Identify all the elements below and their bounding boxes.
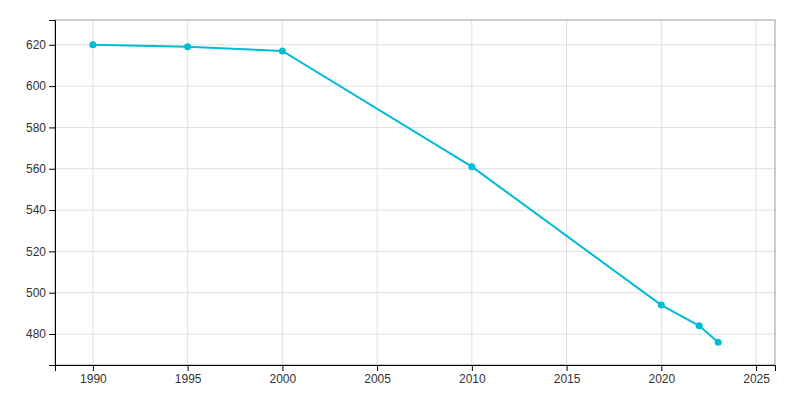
tick-label: 2010 — [459, 372, 486, 386]
grid-line — [566, 20, 567, 365]
tick-mark — [49, 334, 55, 335]
grid-line — [187, 20, 188, 365]
tick-label: 2025 — [743, 372, 770, 386]
tick-label: 1990 — [80, 372, 107, 386]
tick-label: 1995 — [175, 372, 202, 386]
grid — [55, 20, 775, 365]
tick-mark — [756, 365, 757, 371]
marks — [89, 41, 721, 345]
tick-mark — [93, 365, 94, 371]
tick-label: 560 — [26, 162, 46, 176]
tick-label: 620 — [26, 38, 46, 52]
tick-mark — [567, 365, 568, 371]
tick: 2015 — [554, 365, 581, 386]
grid-line — [55, 334, 775, 335]
tick-mark — [49, 169, 55, 170]
tick-mark — [661, 365, 662, 371]
tick-mark — [472, 365, 473, 371]
tick-mark — [282, 365, 283, 371]
point — [468, 163, 475, 170]
axis-line — [56, 366, 776, 372]
tick-mark — [49, 210, 55, 211]
tick: 1995 — [175, 365, 202, 386]
grid-line — [282, 20, 283, 365]
tick: 2020 — [648, 365, 675, 386]
grid-line — [55, 127, 775, 128]
grid-line — [471, 20, 472, 365]
grid-line — [55, 292, 775, 293]
tick-mark — [188, 365, 189, 371]
line — [93, 45, 718, 342]
chart: 1990 1995 2000 2005 2010 2015 2020 2025 480 500 52… — [0, 0, 800, 400]
grid-line — [377, 20, 378, 365]
tick: 580 — [26, 121, 55, 135]
tick: 540 — [26, 203, 55, 217]
tick-label: 2000 — [270, 372, 297, 386]
grid-line — [55, 86, 775, 87]
tick-label: 580 — [26, 121, 46, 135]
tick: 500 — [26, 286, 55, 300]
tick: 2010 — [459, 365, 486, 386]
tick-mark — [377, 365, 378, 371]
tick-label: 480 — [26, 327, 46, 341]
plot-frame — [55, 20, 775, 365]
tick-label: 2005 — [364, 372, 391, 386]
grid-line — [92, 20, 93, 365]
tick: 1990 — [80, 365, 107, 386]
tick: 520 — [26, 245, 55, 259]
tick-label: 520 — [26, 245, 46, 259]
point — [279, 47, 286, 54]
tick-label: 540 — [26, 203, 46, 217]
plot: 1990 1995 2000 2005 2010 2015 2020 2025 480 500 52… — [26, 20, 776, 386]
x-axis: 1990 1995 2000 2005 2010 2015 2020 2025 — [56, 365, 776, 386]
tick-label: 2015 — [554, 372, 581, 386]
point — [696, 322, 703, 329]
point — [658, 302, 665, 309]
grid-line — [756, 20, 757, 365]
tick-label: 600 — [26, 79, 46, 93]
tick: 2025 — [743, 365, 770, 386]
grid-line — [55, 251, 775, 252]
grid-line — [55, 44, 775, 45]
tick: 2005 — [364, 365, 391, 386]
tick-mark — [49, 251, 55, 252]
y-axis: 480 500 520 540 560 580 600 620 — [26, 21, 56, 366]
point — [89, 41, 96, 48]
grid-line — [661, 20, 662, 365]
tick: 620 — [26, 38, 55, 52]
tick-mark — [49, 45, 55, 46]
point — [184, 43, 191, 50]
tick-mark — [49, 293, 55, 294]
tick-mark — [49, 86, 55, 87]
tick: 600 — [26, 79, 55, 93]
point — [715, 339, 722, 346]
tick: 560 — [26, 162, 55, 176]
grid-line — [55, 210, 775, 211]
tick: 2000 — [270, 365, 297, 386]
axis-line — [49, 21, 56, 366]
tick-mark — [49, 127, 55, 128]
tick-label: 500 — [26, 286, 46, 300]
tick: 480 — [26, 327, 55, 341]
tick-label: 2020 — [648, 372, 675, 386]
grid-line — [55, 168, 775, 169]
